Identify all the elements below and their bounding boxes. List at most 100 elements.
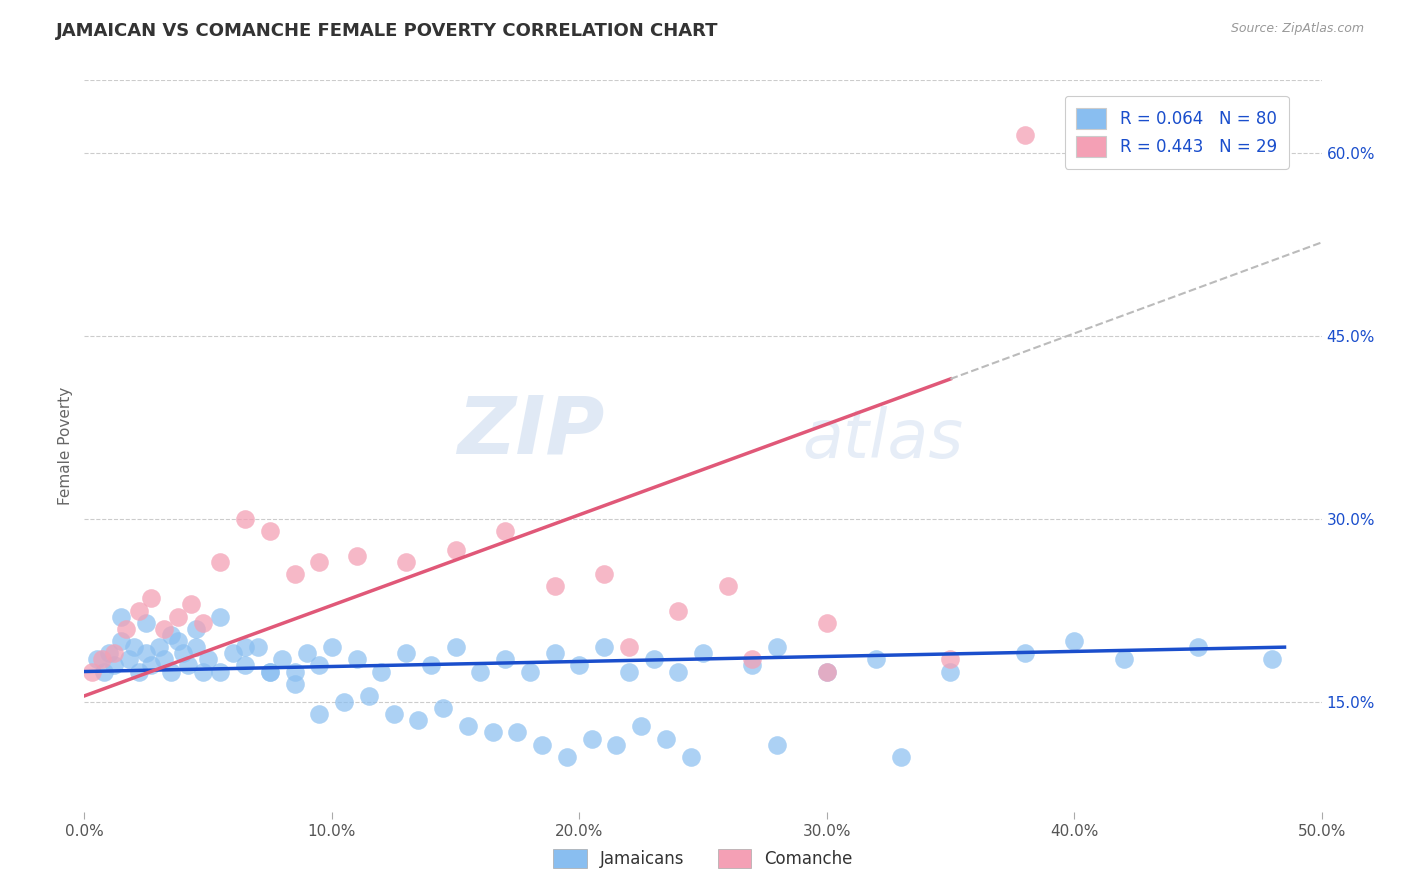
Point <box>815 615 838 630</box>
Point <box>581 731 603 746</box>
Point <box>177 658 200 673</box>
Point <box>890 749 912 764</box>
Point <box>308 707 330 722</box>
Point <box>308 555 330 569</box>
Point <box>531 738 554 752</box>
Point <box>160 628 183 642</box>
Point <box>141 591 163 606</box>
Point <box>128 603 150 617</box>
Point <box>1063 634 1085 648</box>
Point <box>284 665 307 679</box>
Point <box>90 652 112 666</box>
Point <box>103 646 125 660</box>
Point <box>209 609 232 624</box>
Text: JAMAICAN VS COMANCHE FEMALE POVERTY CORRELATION CHART: JAMAICAN VS COMANCHE FEMALE POVERTY CORR… <box>56 22 718 40</box>
Point <box>1187 640 1209 655</box>
Point <box>408 714 430 728</box>
Point <box>555 749 578 764</box>
Point <box>321 640 343 655</box>
Point <box>103 658 125 673</box>
Point <box>419 658 441 673</box>
Point <box>470 665 492 679</box>
Point <box>333 695 356 709</box>
Point <box>519 665 541 679</box>
Point <box>617 640 640 655</box>
Point <box>110 634 132 648</box>
Point <box>432 701 454 715</box>
Point <box>118 652 141 666</box>
Text: ZIP: ZIP <box>457 392 605 470</box>
Point <box>141 658 163 673</box>
Point <box>222 646 245 660</box>
Point <box>939 652 962 666</box>
Point <box>617 665 640 679</box>
Point <box>741 652 763 666</box>
Point <box>815 665 838 679</box>
Text: atlas: atlas <box>801 406 963 472</box>
Point <box>643 652 665 666</box>
Point <box>167 634 190 648</box>
Point <box>80 665 103 679</box>
Point <box>1261 652 1284 666</box>
Point <box>233 658 256 673</box>
Point <box>86 652 108 666</box>
Point <box>135 615 157 630</box>
Point <box>346 549 368 563</box>
Point <box>444 542 467 557</box>
Point <box>395 646 418 660</box>
Point <box>865 652 887 666</box>
Point <box>630 719 652 733</box>
Point <box>494 652 516 666</box>
Point <box>692 646 714 660</box>
Point <box>717 579 740 593</box>
Point <box>370 665 392 679</box>
Point <box>259 524 281 539</box>
Point <box>115 622 138 636</box>
Point <box>605 738 627 752</box>
Point <box>259 665 281 679</box>
Point <box>506 725 529 739</box>
Point <box>308 658 330 673</box>
Point <box>295 646 318 660</box>
Point <box>741 658 763 673</box>
Point <box>666 665 689 679</box>
Point <box>679 749 702 764</box>
Point <box>655 731 678 746</box>
Point <box>444 640 467 655</box>
Point <box>939 665 962 679</box>
Point <box>160 665 183 679</box>
Point <box>184 622 207 636</box>
Point <box>284 567 307 582</box>
Point <box>382 707 405 722</box>
Point <box>191 615 214 630</box>
Text: Source: ZipAtlas.com: Source: ZipAtlas.com <box>1230 22 1364 36</box>
Point <box>1112 652 1135 666</box>
Point <box>284 676 307 690</box>
Point <box>93 665 115 679</box>
Point <box>152 652 174 666</box>
Point <box>395 555 418 569</box>
Y-axis label: Female Poverty: Female Poverty <box>58 387 73 505</box>
Point <box>666 603 689 617</box>
Point <box>152 622 174 636</box>
Point <box>1014 646 1036 660</box>
Point <box>543 579 565 593</box>
Point <box>271 652 294 666</box>
Point <box>135 646 157 660</box>
Point <box>259 665 281 679</box>
Point <box>197 652 219 666</box>
Point <box>543 646 565 660</box>
Point <box>184 640 207 655</box>
Point <box>457 719 479 733</box>
Point <box>110 609 132 624</box>
Point <box>233 640 256 655</box>
Point <box>191 665 214 679</box>
Point <box>122 640 145 655</box>
Point <box>593 640 616 655</box>
Point <box>246 640 269 655</box>
Point <box>494 524 516 539</box>
Point <box>481 725 503 739</box>
Point <box>209 665 232 679</box>
Point <box>766 640 789 655</box>
Legend: R = 0.064   N = 80, R = 0.443   N = 29: R = 0.064 N = 80, R = 0.443 N = 29 <box>1064 96 1288 169</box>
